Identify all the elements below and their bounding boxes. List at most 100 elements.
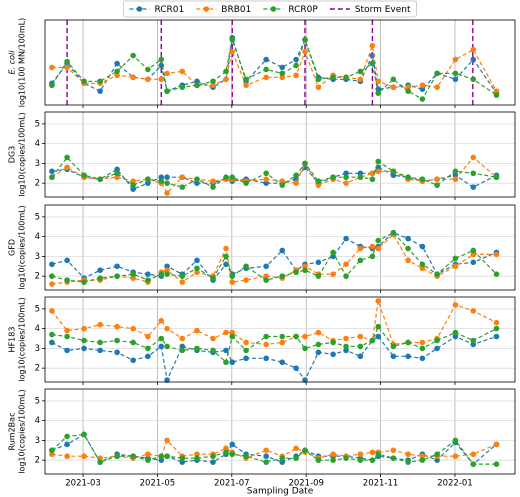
data-point: [293, 269, 299, 276]
data-point: [158, 343, 165, 350]
series-line: [51, 232, 497, 282]
data-point: [64, 333, 70, 340]
data-point: [302, 263, 308, 270]
data-point: [375, 451, 381, 458]
data-point: [419, 345, 426, 352]
data-point: [179, 279, 186, 285]
x-axis-label: Sampling Date: [247, 487, 314, 497]
y-axis-label: E. coli: [8, 50, 17, 75]
data-point: [81, 337, 87, 344]
data-point: [470, 46, 477, 53]
data-point: [470, 337, 477, 344]
data-point: [493, 251, 500, 258]
data-point: [452, 302, 459, 308]
plot-frame: [44, 296, 516, 383]
data-point: [97, 176, 103, 183]
data-point: [81, 325, 87, 332]
data-point: [419, 82, 426, 89]
data-point: [114, 263, 120, 270]
data-point: [343, 343, 349, 350]
data-point: [145, 457, 151, 463]
data-point: [470, 154, 477, 161]
data-point: [293, 72, 299, 79]
data-point: [194, 269, 200, 276]
data-point: [130, 271, 136, 277]
data-point: [223, 329, 229, 336]
data-point: [493, 333, 500, 340]
data-point: [330, 451, 336, 458]
data-point: [375, 86, 381, 92]
y-axis-label: log10(copies/100mL): [18, 112, 27, 197]
data-point: [279, 178, 286, 184]
y-axis-label: log10(100 MN/100mL): [18, 18, 27, 108]
data-point: [330, 271, 336, 277]
y-tick-label: 3: [35, 436, 40, 446]
data-point: [158, 271, 165, 277]
data-point: [114, 453, 120, 460]
data-point: [279, 333, 286, 340]
data-point: [470, 461, 477, 467]
x-tick-label: 2021-05: [140, 479, 176, 489]
y-tick-label: 4: [35, 232, 40, 242]
data-point: [223, 445, 229, 452]
data-point: [419, 176, 426, 183]
data-point: [390, 76, 397, 83]
data-point: [302, 48, 308, 55]
data-point: [452, 70, 459, 77]
data-point: [164, 377, 170, 383]
data-point: [279, 64, 286, 71]
y-tick-label: 2: [35, 272, 40, 282]
data-point: [375, 78, 381, 85]
data-point: [493, 174, 500, 181]
data-point: [263, 453, 269, 460]
data-point: [390, 353, 397, 360]
data-point: [114, 337, 120, 344]
data-point: [49, 168, 55, 175]
data-point: [130, 74, 136, 81]
data-point: [243, 347, 249, 354]
data-point: [145, 353, 151, 360]
data-point: [452, 255, 459, 262]
x-tick-label: 2021-11: [363, 479, 399, 489]
data-point: [293, 180, 299, 186]
data-point: [164, 325, 170, 332]
data-point: [390, 229, 397, 236]
data-point: [97, 275, 103, 281]
data-point: [223, 245, 229, 252]
data-point: [194, 327, 200, 334]
data-point: [293, 62, 299, 69]
data-point: [434, 271, 440, 277]
data-point: [343, 335, 349, 342]
data-point: [330, 253, 336, 260]
data-point: [263, 341, 269, 348]
data-point: [263, 66, 269, 73]
data-point: [330, 351, 336, 358]
data-point: [145, 180, 151, 186]
data-point: [419, 86, 426, 92]
data-point: [179, 184, 186, 190]
data-point: [179, 273, 186, 279]
data-point: [243, 453, 249, 460]
data-point: [64, 164, 70, 171]
legend-marker: [136, 6, 143, 12]
data-point: [223, 174, 229, 181]
data-point: [158, 56, 165, 63]
plot-frame: [44, 204, 516, 291]
data-point: [243, 180, 249, 186]
data-point: [263, 277, 269, 283]
data-point: [434, 345, 440, 352]
data-point: [452, 437, 459, 444]
data-point: [81, 172, 87, 179]
data-point: [419, 265, 426, 272]
data-point: [243, 263, 249, 270]
data-point: [405, 339, 411, 346]
data-point: [114, 349, 120, 356]
data-point: [434, 182, 440, 188]
data-point: [164, 453, 170, 460]
legend-label: BRB01: [221, 5, 251, 15]
data-point: [375, 237, 381, 244]
data-point: [49, 64, 55, 71]
data-point: [343, 455, 349, 461]
data-point: [97, 88, 103, 94]
